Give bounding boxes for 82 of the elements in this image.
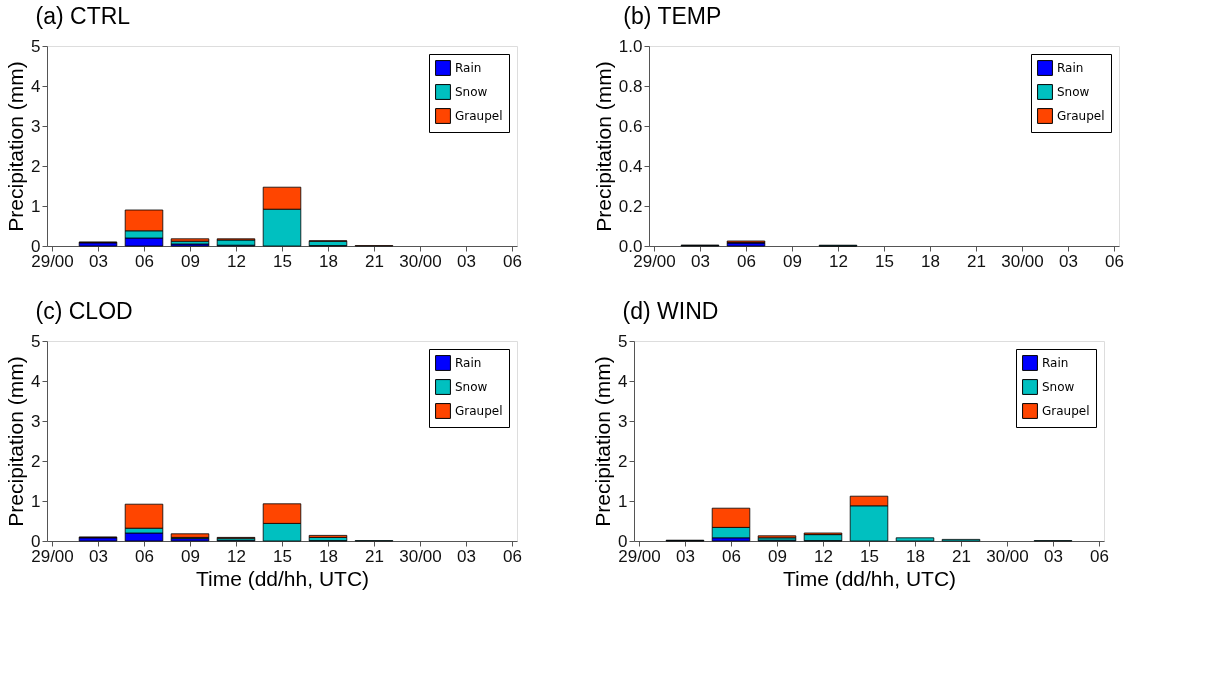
- legend-label: Rain: [455, 356, 482, 370]
- y-axis-title: Precipitation (mm): [591, 61, 615, 232]
- x-tick-label: 15: [273, 546, 292, 566]
- legend-label: Graupel: [455, 109, 503, 123]
- x-tick-label: 21: [967, 251, 986, 271]
- legend-label: Rain: [1057, 61, 1084, 75]
- chart-title: (a) CTRL: [35, 3, 131, 29]
- x-tick-label: 06: [135, 546, 154, 566]
- x-tick-label: 06: [503, 546, 522, 566]
- y-tick-label: 5: [31, 36, 41, 56]
- x-tick-label: 12: [227, 546, 246, 566]
- x-tick-label: 30/00: [399, 546, 442, 566]
- x-tick-label: 06: [503, 251, 522, 271]
- x-tick-label: 03: [1044, 546, 1063, 566]
- x-tick-label: 09: [181, 546, 200, 566]
- x-tick-label: 18: [319, 546, 338, 566]
- x-tick-label: 18: [319, 251, 338, 271]
- y-axis-title: Precipitation (mm): [4, 356, 28, 527]
- x-tick-label: 03: [691, 251, 710, 271]
- x-tick-label: 21: [365, 251, 384, 271]
- x-axis-title: Time (dd/hh, UTC): [782, 566, 957, 590]
- y-tick-label: 4: [31, 371, 41, 391]
- y-tick-label: 3: [31, 411, 41, 431]
- x-tick-label: 15: [875, 251, 894, 271]
- x-tick-label: 21: [365, 546, 384, 566]
- legend-label: Snow: [1042, 380, 1075, 394]
- x-tick-label: 12: [829, 251, 848, 271]
- y-axis-title: Precipitation (mm): [591, 356, 615, 527]
- x-tick-label: 21: [952, 546, 971, 566]
- y-tick-label: 1: [618, 491, 628, 511]
- x-tick-label: 12: [227, 251, 246, 271]
- y-tick-label: 5: [31, 331, 41, 351]
- x-tick-label: 18: [906, 546, 925, 566]
- y-tick-label: 2: [31, 451, 41, 471]
- x-tick-label: 03: [457, 546, 476, 566]
- x-tick-label: 09: [768, 546, 787, 566]
- legend-label: Graupel: [1042, 404, 1090, 418]
- y-tick-label: 1.0: [618, 36, 643, 56]
- y-tick-label: 0.2: [618, 196, 643, 216]
- x-tick-label: 12: [814, 546, 833, 566]
- x-tick-label: 09: [181, 251, 200, 271]
- x-tick-label: 15: [273, 251, 292, 271]
- x-tick-label: 06: [722, 546, 741, 566]
- legend-label: Snow: [455, 380, 488, 394]
- y-tick-label: 1: [31, 196, 41, 216]
- chart-title: (b) TEMP: [623, 3, 722, 29]
- x-tick-label: 18: [921, 251, 940, 271]
- x-tick-label: 06: [1105, 251, 1124, 271]
- y-tick-label: 0.8: [618, 76, 643, 96]
- legend-label: Snow: [455, 85, 488, 99]
- x-tick-label: 09: [783, 251, 802, 271]
- y-tick-label: 4: [31, 76, 41, 96]
- x-tick-label: 03: [89, 251, 108, 271]
- x-tick-label: 30/00: [399, 251, 442, 271]
- y-tick-label: 0.6: [618, 116, 643, 136]
- y-tick-label: 1: [31, 491, 41, 511]
- x-tick-label: 06: [135, 251, 154, 271]
- x-tick-label: 03: [89, 546, 108, 566]
- legend-label: Graupel: [1057, 109, 1105, 123]
- x-tick-label: 30/00: [1001, 251, 1044, 271]
- y-tick-label: 2: [31, 156, 41, 176]
- x-tick-label: 03: [457, 251, 476, 271]
- x-tick-label: 15: [860, 546, 879, 566]
- y-tick-label: 0.4: [618, 156, 643, 176]
- y-axis-title: Precipitation (mm): [4, 61, 28, 232]
- y-tick-label: 3: [618, 411, 628, 431]
- y-tick-label: 3: [31, 116, 41, 136]
- legend-label: Graupel: [455, 404, 503, 418]
- legend-label: Rain: [1042, 356, 1069, 370]
- chart-title: (c) CLOD: [35, 298, 133, 324]
- x-tick-label: 30/00: [986, 546, 1029, 566]
- legend-label: Rain: [455, 61, 482, 75]
- x-tick-label: 03: [676, 546, 695, 566]
- y-tick-label: 2: [618, 451, 628, 471]
- legend-label: Snow: [1057, 85, 1090, 99]
- x-tick-label: 06: [737, 251, 756, 271]
- x-axis-title: Time (dd/hh, UTC): [195, 566, 370, 590]
- y-tick-label: 5: [618, 331, 628, 351]
- x-tick-label: 03: [1059, 251, 1078, 271]
- chart-title: (d) WIND: [622, 298, 719, 324]
- y-tick-label: 4: [618, 371, 628, 391]
- x-tick-label: 06: [1090, 546, 1109, 566]
